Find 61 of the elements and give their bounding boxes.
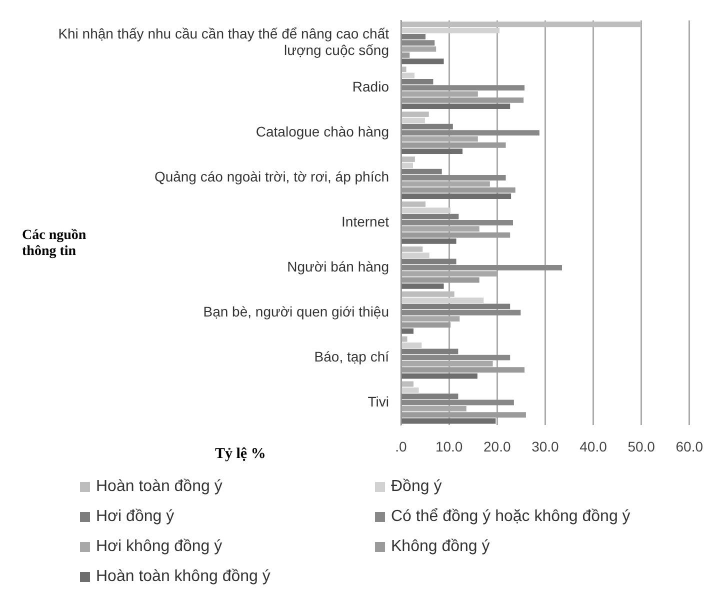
bar <box>402 291 454 297</box>
bar <box>402 66 406 72</box>
bar <box>402 381 414 387</box>
bar <box>402 412 526 418</box>
bar <box>402 418 496 424</box>
y-tick-label: Catalogue chào hàng <box>256 124 389 140</box>
bar <box>402 298 484 303</box>
bar <box>402 342 422 348</box>
x-tick-label: 10.0 <box>435 438 463 454</box>
bar <box>402 72 414 78</box>
bar <box>402 387 419 393</box>
x-axis-title: Tỷ lệ % <box>215 446 266 463</box>
legend-label: Hoàn toàn đồng ý <box>96 478 222 496</box>
bar <box>402 277 480 283</box>
bar <box>402 232 510 238</box>
x-tick-label: .0 <box>395 438 408 454</box>
bar <box>402 201 426 207</box>
bar <box>402 112 429 118</box>
bar <box>402 208 451 214</box>
bar <box>402 283 444 289</box>
y-tick-label: Người bán hàng <box>287 258 389 275</box>
legend-label: Không đồng ý <box>391 538 490 556</box>
bar <box>402 328 414 334</box>
y-tick-label: Báo, tạp chí <box>314 348 390 364</box>
y-tick-label: Radio <box>352 78 390 95</box>
y-tick-label: Quảng cáo ngoài trời, tờ rơi, áp phích <box>154 168 389 185</box>
x-tick-label: 20.0 <box>484 438 511 454</box>
bar <box>402 97 524 103</box>
bar <box>402 162 414 168</box>
y-tick-label: Internet <box>342 214 390 230</box>
bar <box>402 246 423 252</box>
bar <box>402 187 516 193</box>
bar <box>402 22 642 28</box>
legend-label: Hơi đồng ý <box>96 508 174 526</box>
bar <box>402 194 512 199</box>
bar <box>402 28 500 34</box>
x-tick-label: 30.0 <box>532 438 560 454</box>
bar <box>402 322 451 328</box>
bar <box>402 118 426 124</box>
legend-label: Có thể đồng ý hoặc không đồng ý <box>391 508 630 526</box>
bar <box>402 367 525 373</box>
y-tick-label: Tivi <box>368 393 389 410</box>
x-tick-label: 60.0 <box>676 438 704 454</box>
x-tick-label: 50.0 <box>628 438 656 454</box>
y-axis-title: Các nguồn thông tin <box>22 228 88 260</box>
bar <box>402 373 478 379</box>
bar <box>402 58 444 64</box>
bar <box>402 142 506 148</box>
bar <box>402 156 415 162</box>
legend-label: Hoàn toàn không đồng ý <box>96 568 270 586</box>
bar <box>402 252 430 258</box>
bar <box>402 148 463 154</box>
bar <box>402 238 456 244</box>
legend-label: Hơi không đồng ý <box>96 538 222 556</box>
bar <box>402 104 510 110</box>
bar <box>402 52 410 58</box>
x-tick-label: 40.0 <box>580 438 608 454</box>
legend-label: Đồng ý <box>391 478 442 496</box>
y-tick-label: Khi nhận thấy nhu cầu cần thay thế để nâng cao chất lượng cuộc sống <box>58 25 390 58</box>
y-tick-label: Bạn bè, người quen giới thiệu <box>203 303 389 320</box>
bar <box>402 336 408 342</box>
